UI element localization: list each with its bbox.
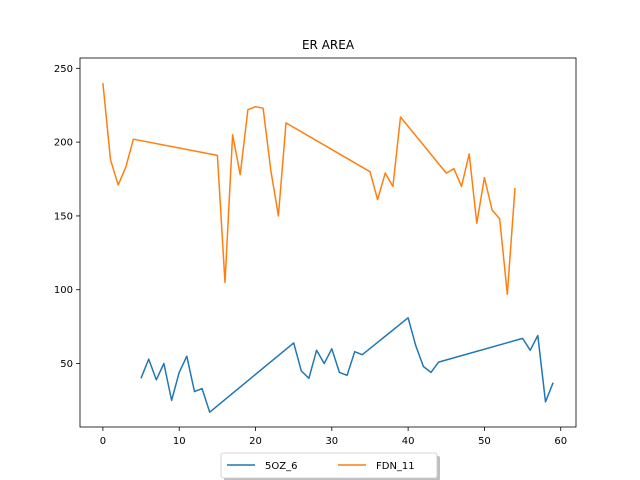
- legend: 5OZ_6 FDN_11: [220, 452, 440, 480]
- legend-label-fdn-11: FDN_11: [376, 461, 415, 472]
- x-axis: 0 10 20 30 40 50 60: [100, 427, 567, 447]
- legend-label-5oz-6: 5OZ_6: [265, 461, 297, 472]
- x-tick-label: 40: [402, 436, 415, 447]
- chart-title: ER AREA: [302, 38, 355, 52]
- x-tick-label: 20: [249, 436, 262, 447]
- x-tick-label: 30: [325, 436, 338, 447]
- series-line-5oz-6: [140, 317, 554, 413]
- y-tick-label: 200: [54, 138, 73, 149]
- x-tick-label: 60: [554, 436, 567, 447]
- x-tick-label: 50: [478, 436, 491, 447]
- y-tick-label: 150: [54, 211, 73, 222]
- series-layer: [102, 83, 554, 413]
- y-tick-label: 100: [54, 285, 73, 296]
- y-axis: 50 100 150 200 250: [54, 64, 80, 370]
- x-tick-label: 10: [173, 436, 186, 447]
- plot-frame: [79, 57, 577, 428]
- y-tick-label: 50: [60, 359, 73, 370]
- series-line-fdn-11: [102, 83, 516, 295]
- y-tick-label: 250: [54, 64, 73, 75]
- x-tick-label: 0: [100, 436, 106, 447]
- legend-box: [220, 452, 438, 479]
